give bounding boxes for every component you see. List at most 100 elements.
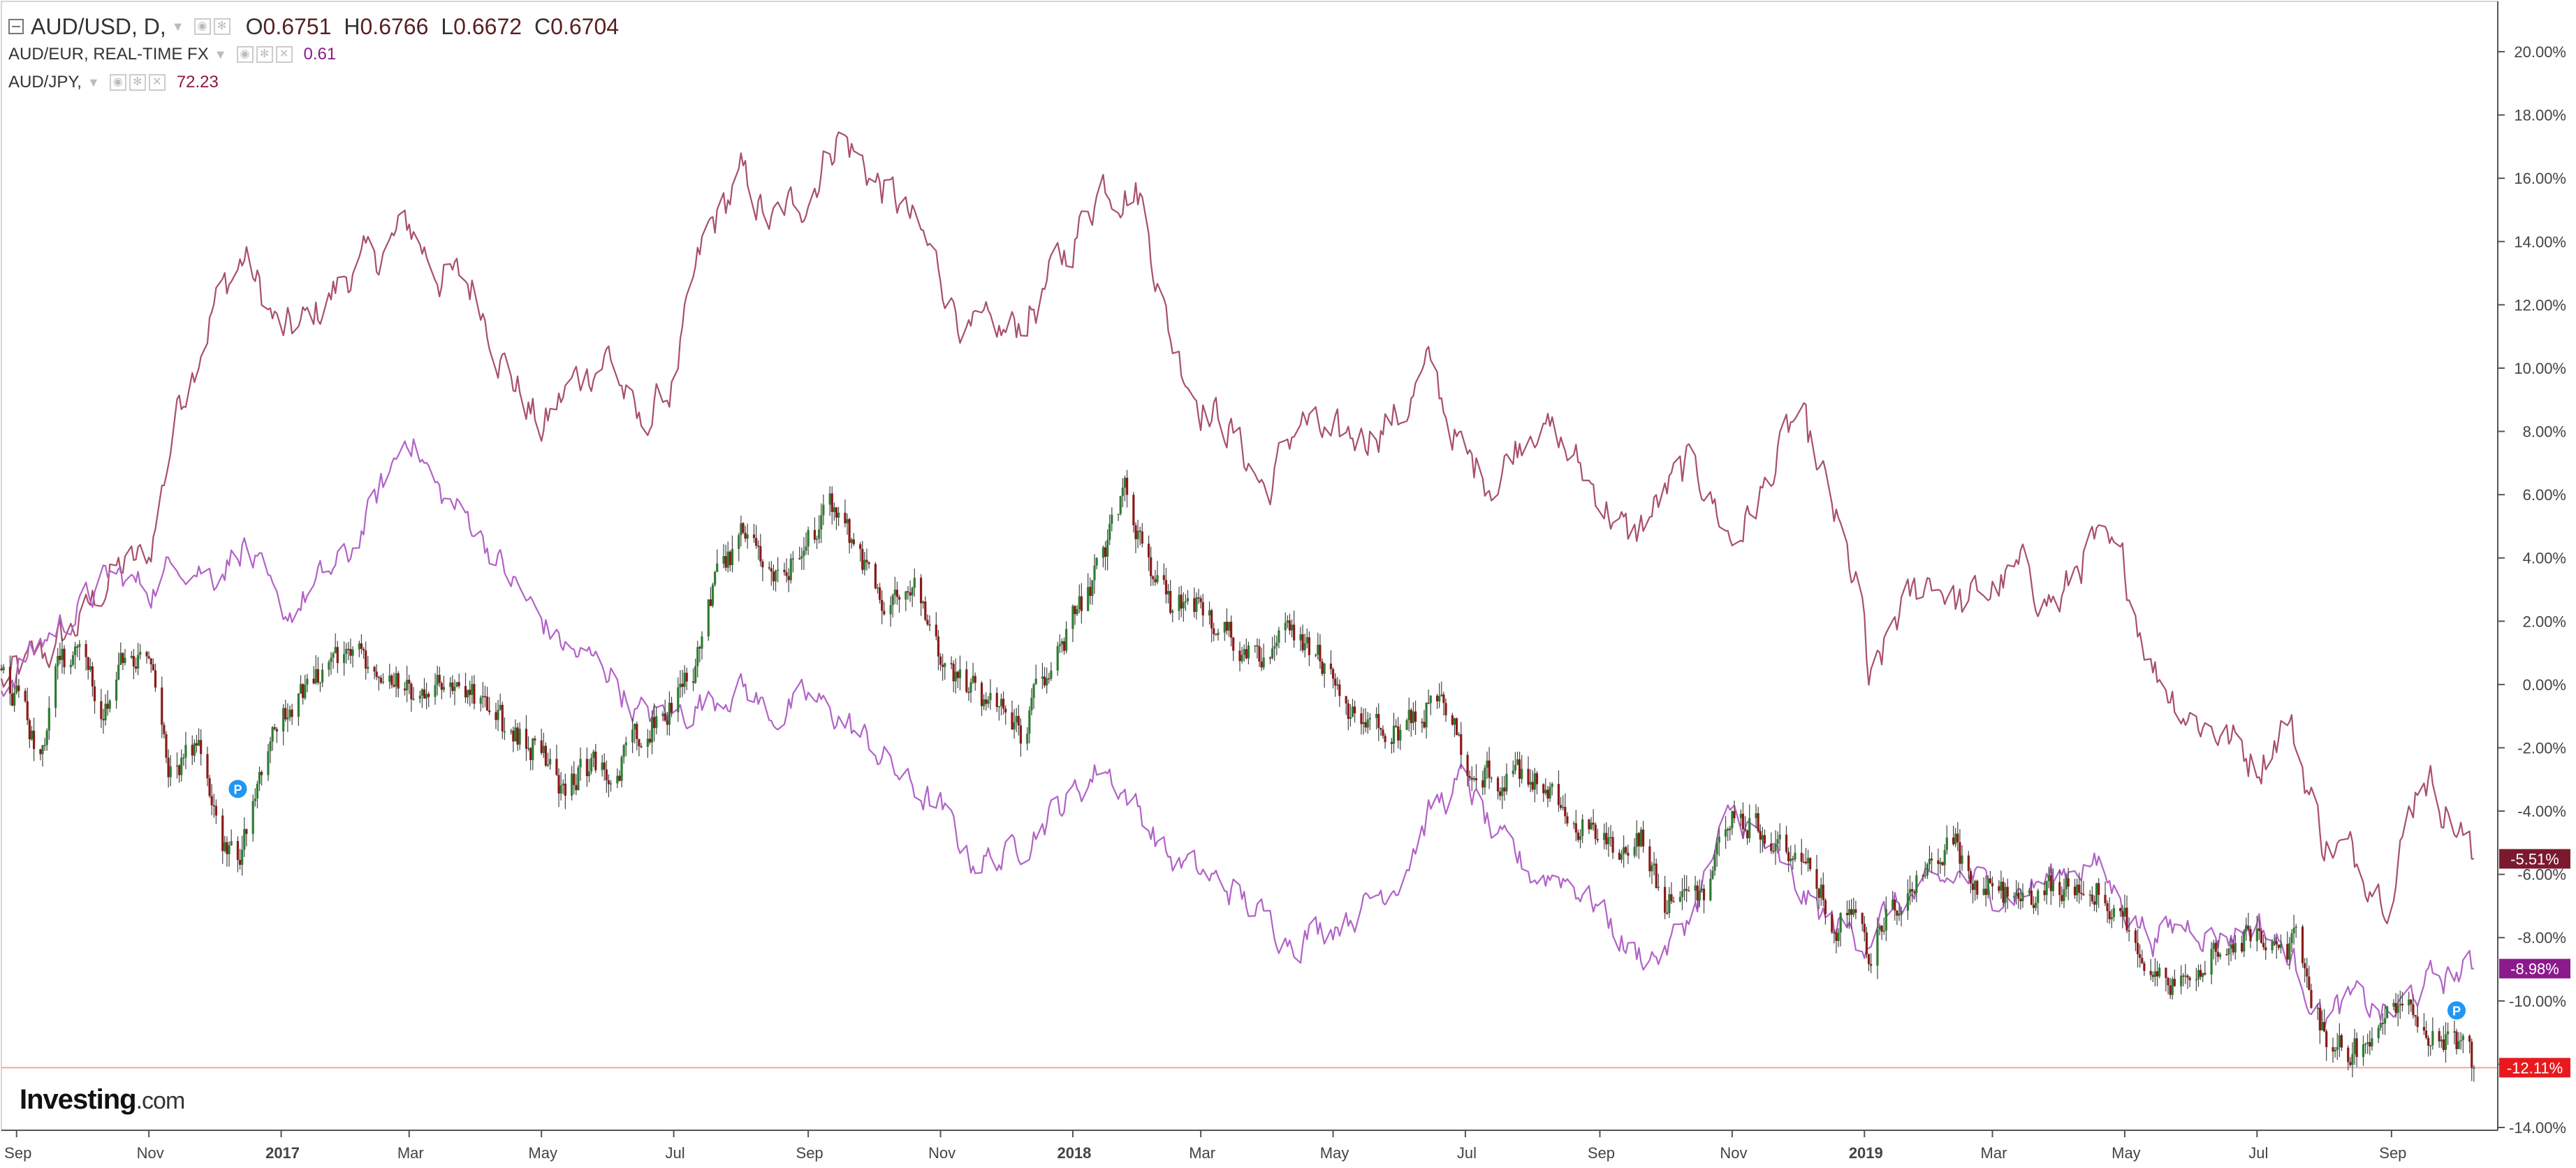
candle-body [559, 785, 562, 794]
candle-body [1941, 862, 1944, 866]
candle-body [2412, 1004, 2415, 1016]
candle-body [594, 751, 597, 771]
legend-symbol-aud-jpy[interactable]: AUD/JPY, [8, 73, 82, 92]
candle-body [85, 643, 87, 657]
candle-body [848, 519, 851, 543]
candle-body [1453, 718, 1456, 725]
candle-body [440, 682, 443, 690]
candle-body [208, 778, 211, 796]
eye-icon[interactable]: ◉ [109, 74, 126, 91]
candle-body [1345, 696, 1347, 703]
x-tick-label: Mar [1981, 1144, 2007, 1162]
candle-body [850, 539, 853, 543]
candle-body [122, 652, 124, 664]
eye-icon[interactable]: ◉ [193, 18, 211, 35]
candle-body [618, 775, 621, 781]
candle-body [1227, 622, 1231, 631]
candle-body [2186, 975, 2189, 978]
gear-icon[interactable]: ✻ [256, 46, 273, 63]
chevron-down-icon[interactable]: ▼ [214, 48, 227, 61]
candle-body [2457, 1041, 2460, 1049]
candle-body [2301, 926, 2304, 963]
legend-row-aud-usd[interactable]: AUD/USD, D, ▼ ◉ ✻ O 0.6751 H 0.6766 L 0.667… [8, 13, 619, 41]
candle-body [895, 590, 899, 597]
candle-body [1574, 823, 1577, 833]
candle-body [2473, 1067, 2475, 1069]
candle-body [772, 571, 775, 582]
x-tick-label: Sep [2379, 1144, 2406, 1162]
candle-body [711, 584, 715, 606]
chevron-down-icon[interactable]: ▼ [87, 75, 100, 89]
open-label: O [245, 14, 263, 39]
gear-icon[interactable]: ✻ [213, 18, 230, 35]
event-markers[interactable]: PP [227, 778, 2468, 1021]
candle-body [1576, 832, 1580, 840]
candle-body [1822, 884, 1824, 900]
candle-body [1108, 523, 1111, 540]
candle-body [152, 664, 154, 671]
y-tick-label: -4.00% [2517, 803, 2566, 820]
candle-body [777, 569, 780, 571]
candle-body [1243, 649, 1245, 655]
candle-body [2, 666, 5, 671]
candle-body [2104, 895, 2107, 904]
candle-body [1201, 601, 1204, 616]
candle-body [32, 730, 36, 750]
candle-body [1245, 649, 1247, 659]
candle-body [403, 688, 407, 691]
plot-frame [1, 1, 2498, 1131]
candle-body [106, 703, 109, 709]
candle-body [876, 587, 879, 589]
candle-body [2377, 1028, 2380, 1039]
candle-body [91, 666, 94, 687]
candle-body [1308, 637, 1310, 655]
plot-area[interactable]: PP [0, 1, 2498, 1131]
candle-body [267, 751, 270, 775]
candle-body [1790, 859, 1792, 861]
legend-row-aud-jpy[interactable]: AUD/JPY, ▼ ◉ ✻ ✕ 72.23 [8, 68, 619, 96]
chevron-down-icon[interactable]: ▼ [171, 20, 184, 34]
x-axis[interactable]: Sep Nov 2017 Mar May Jul Sep Nov 2018 Mar May Jul Se… [1, 1130, 2498, 1162]
candle-body [1635, 833, 1638, 847]
close-icon[interactable]: ✕ [148, 74, 166, 91]
candle-body [1425, 703, 1428, 728]
legend-symbol-aud-usd[interactable]: AUD/USD, D, [31, 14, 166, 39]
candle-body [603, 762, 606, 770]
candle-body [390, 676, 393, 685]
candle-body [1908, 889, 1912, 893]
candle-body [2410, 999, 2413, 1005]
close-icon[interactable]: ✕ [275, 46, 293, 63]
eye-icon[interactable]: ◉ [236, 46, 254, 63]
candle-body [1384, 736, 1386, 743]
candle-body [967, 692, 970, 693]
candle-body [2006, 886, 2009, 897]
collapse-icon[interactable] [8, 19, 24, 34]
legend-row-aud-eur[interactable]: AUD/EUR, REAL-TIME FX ▼ ◉ ✻ ✕ 0.61 [8, 41, 619, 68]
candle-body [510, 731, 513, 732]
candle-body [601, 762, 603, 771]
candle-body [995, 692, 998, 708]
candle-body [744, 532, 747, 539]
candle-body [1696, 885, 1699, 901]
gear-icon[interactable]: ✻ [129, 74, 146, 91]
candle-body [681, 683, 684, 687]
candle-body [1581, 819, 1584, 836]
candle-body [104, 703, 107, 721]
candle-body [983, 699, 986, 706]
candle-body [1271, 648, 1274, 659]
candle-body [2446, 1031, 2450, 1035]
candle-body [2247, 926, 2250, 929]
candle-body [1748, 818, 1751, 839]
candle-body [119, 652, 122, 665]
candle-body [137, 655, 140, 669]
candle-body [1481, 780, 1484, 788]
candle-body [2271, 941, 2274, 951]
candle-body [453, 687, 456, 692]
legend-symbol-aud-eur[interactable]: AUD/EUR, REAL-TIME FX [8, 45, 209, 64]
x-tick-label: Nov [137, 1144, 164, 1162]
candle-body [1772, 851, 1775, 852]
candle-body [1166, 590, 1170, 594]
candle-body [2392, 1002, 2395, 1007]
candle-body [1757, 813, 1759, 831]
